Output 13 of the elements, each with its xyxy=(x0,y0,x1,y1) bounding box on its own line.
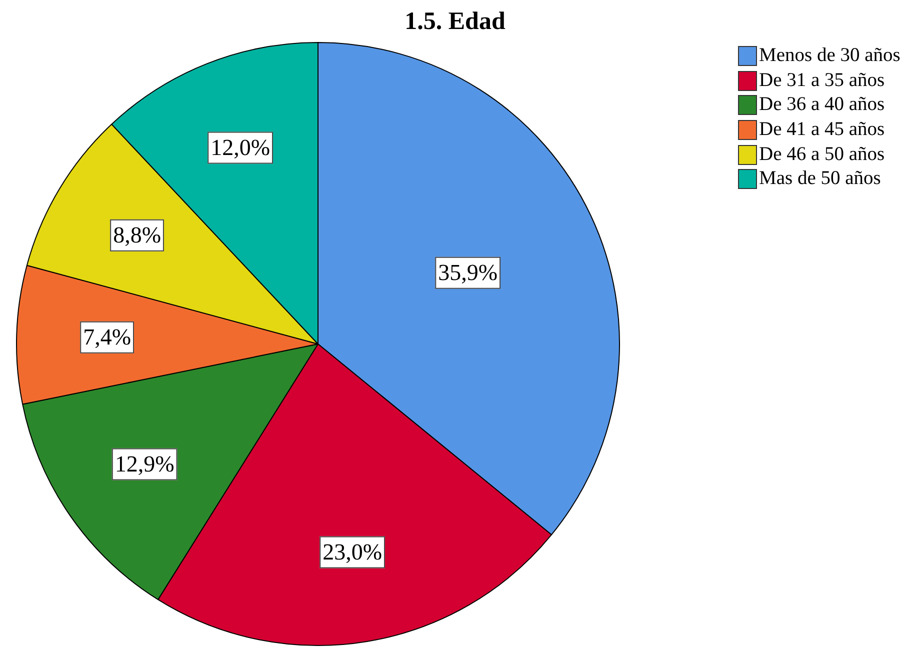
data-label: 7,4% xyxy=(83,324,132,350)
data-label: 35,9% xyxy=(438,260,498,285)
legend-label: De 41 a 45 años xyxy=(759,119,885,142)
legend-label: De 36 a 40 años xyxy=(759,94,885,116)
data-label: 8,8% xyxy=(113,222,161,248)
data-label: 12,9% xyxy=(114,451,174,476)
data-label: 12,0% xyxy=(210,134,270,160)
legend-label: Menos de 30 años xyxy=(759,45,900,68)
chart-title: 1.5. Edad xyxy=(404,8,506,36)
legend-label: Mas de 50 años xyxy=(759,168,881,190)
data-label: 23,0% xyxy=(322,539,382,564)
legend-label: De 31 a 35 años xyxy=(759,70,885,92)
legend-label: De 46 a 50 años xyxy=(759,144,885,166)
